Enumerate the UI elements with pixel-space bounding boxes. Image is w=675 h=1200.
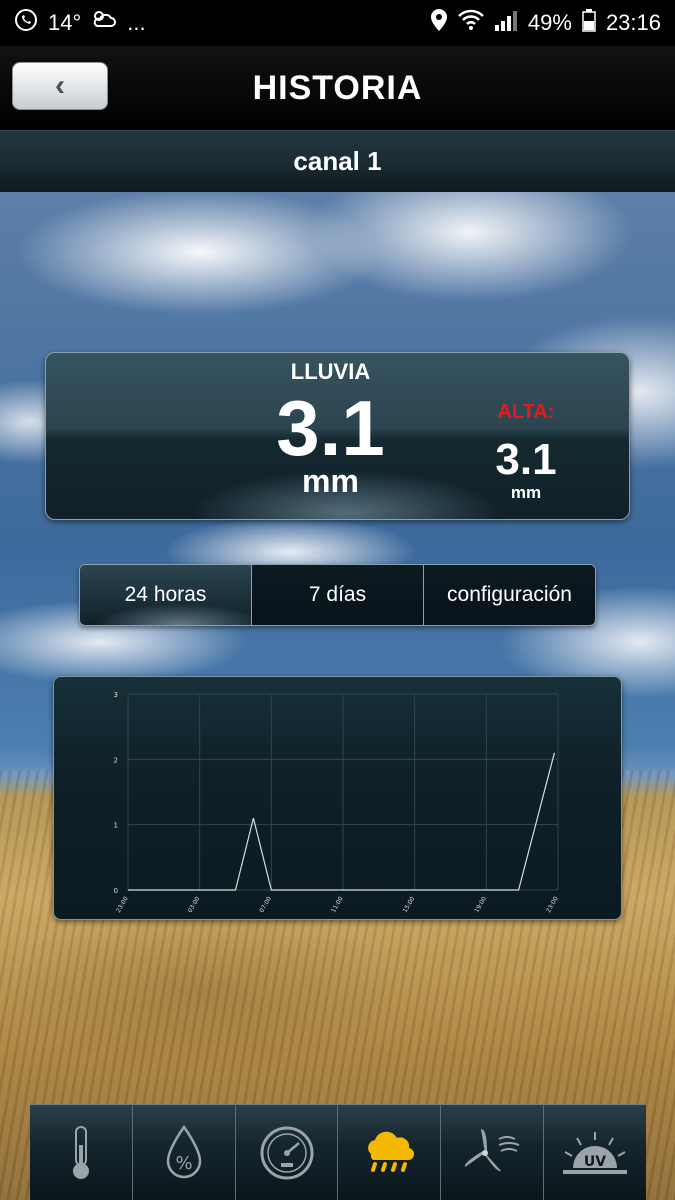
clock-time: 23:16 [605, 10, 661, 35]
rain-series-line [128, 752, 555, 891]
channel-title: canal 1 [293, 146, 382, 176]
weather-cloud-icon [91, 8, 117, 38]
high-label: ALTA: [497, 401, 555, 423]
period-tabs: 24 horas 7 días configuración [79, 564, 596, 626]
y-tick-label: 2 [114, 756, 118, 764]
svg-text:%: % [175, 1153, 192, 1174]
x-tick-label: 07:00 [258, 895, 273, 914]
thermometer-icon [72, 1126, 89, 1179]
x-tick-label: 15:00 [402, 895, 417, 914]
y-tick-label: 0 [114, 887, 118, 895]
channel-bar: canal 1 [0, 130, 675, 192]
tab-24-horas[interactable]: 24 horas [80, 565, 251, 625]
nav-pressure[interactable] [234, 1105, 338, 1200]
rain-summary-card: LLUVIA 3.1 mm ALTA: 3.1 mm [45, 352, 630, 520]
high-unit: mm [510, 483, 542, 502]
rain-value: 3.1 [276, 384, 385, 472]
tab-configuracion[interactable]: configuración [423, 565, 595, 625]
back-button[interactable]: ‹ [12, 62, 108, 110]
rain-label: LLUVIA [290, 359, 371, 384]
battery-percent: 49% [527, 10, 572, 35]
location-icon [430, 8, 448, 38]
signal-icon [494, 9, 518, 37]
barometer-gauge-icon [260, 1126, 314, 1180]
high-value: 3.1 [495, 435, 557, 484]
page-title: HISTORIA [252, 68, 423, 107]
status-bar: 14° ... 49% 23:16 [0, 0, 675, 46]
x-tick-label: 19:00 [473, 895, 488, 914]
nav-rain[interactable] [337, 1105, 441, 1200]
rain-unit: mm [302, 463, 359, 499]
rain-cloud-icon [368, 1131, 415, 1172]
wind-turbine-icon [465, 1129, 520, 1172]
whatsapp-icon [14, 8, 38, 38]
x-tick-label: 23:00 [115, 895, 130, 914]
nav-humidity[interactable]: % [131, 1105, 235, 1200]
nav-temperature[interactable] [30, 1105, 132, 1200]
app-header: ‹ HISTORIA [0, 46, 675, 130]
nav-uv[interactable]: UV [543, 1105, 646, 1200]
battery-icon [582, 8, 596, 38]
nav-wind[interactable] [440, 1105, 544, 1200]
y-tick-label: 3 [114, 691, 118, 699]
notification-dots: ... [127, 10, 146, 35]
svg-text:UV: UV [584, 1154, 606, 1170]
x-tick-label: 23:00 [545, 895, 560, 914]
weather-temp: 14° [48, 10, 82, 35]
tab-7-dias[interactable]: 7 días [251, 565, 423, 625]
uv-sun-icon: UV [563, 1132, 628, 1174]
bottom-nav: % [30, 1104, 646, 1200]
chevron-left-icon: ‹ [55, 69, 65, 102]
humidity-drop-icon: % [166, 1124, 201, 1179]
chart-canvas: 0 1 2 3 23:00 03:00 07:00 11:00 15:00 19:00 23:00 [114, 691, 560, 914]
x-tick-label: 11:00 [330, 895, 345, 914]
y-tick-label: 1 [114, 822, 118, 830]
rain-history-chart: 0 1 2 3 23:00 03:00 07:00 11:00 15:00 19:00 23:00 [53, 676, 622, 920]
wifi-icon [458, 9, 484, 37]
x-tick-label: 03:00 [187, 895, 202, 914]
